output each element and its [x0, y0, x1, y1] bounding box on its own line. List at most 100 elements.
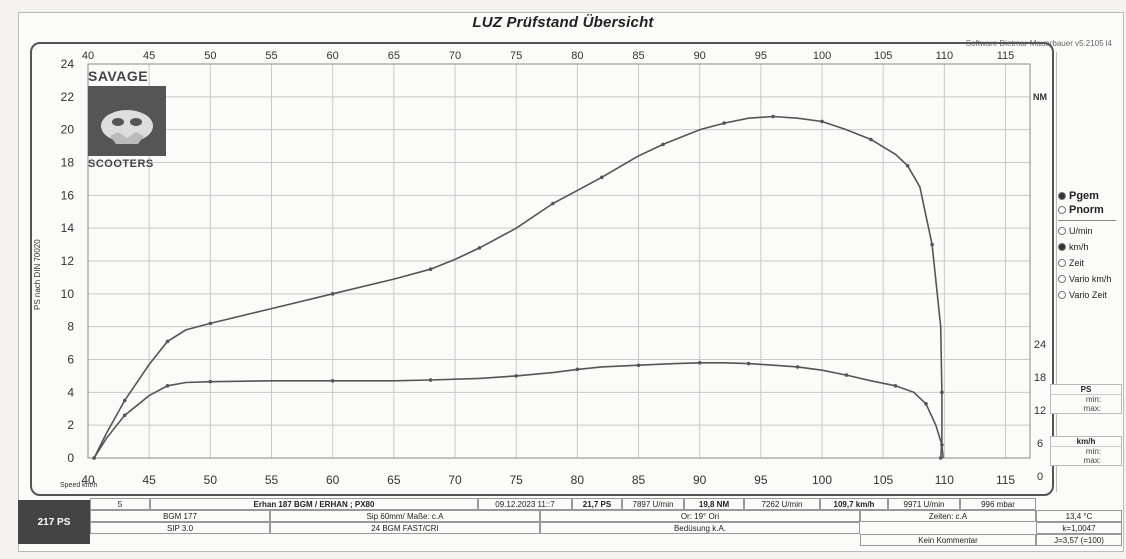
chart-title: LUZ Prüfstand Übersicht	[472, 14, 654, 31]
series-point-2	[940, 443, 944, 447]
x-tick-label-bottom: 95	[754, 473, 768, 487]
series-line-2	[93, 362, 944, 459]
x-tick-label-top: 80	[571, 50, 583, 62]
jetting: Bedüsung k.A.	[540, 522, 860, 534]
x-tick-label-top: 75	[510, 50, 522, 62]
plot-border	[87, 63, 1031, 459]
legend-divider	[1058, 220, 1116, 221]
series-point-2	[165, 383, 170, 388]
right-tick-label: 12	[1034, 405, 1046, 417]
inertia: J=3,57 (=100)	[1036, 534, 1122, 546]
x-tick-label-top: 60	[327, 50, 339, 62]
comment: Kein Kommentar	[860, 534, 1036, 546]
kmh-max: max:	[1083, 456, 1101, 465]
test-date: 09.12.2023 11::7	[478, 498, 572, 510]
series-point-1	[122, 398, 127, 403]
radio-icon	[1058, 227, 1066, 235]
exhaust: Sip 60mm/ Maße: c.A	[270, 510, 540, 522]
x-tick-label-top: 50	[204, 50, 216, 62]
carburettor: SIP 3.0	[90, 522, 270, 534]
y-tick-label: 22	[61, 90, 75, 104]
ps-minmax-box: PS min: max:	[1050, 384, 1122, 414]
chart-series	[92, 114, 944, 460]
series-point-1	[940, 390, 944, 395]
x-tick-label-top: 105	[874, 50, 892, 62]
y-tick-label: 8	[67, 320, 74, 334]
vehicle-name: Erhan 187 BGM / ERHAN ; PX80	[150, 498, 478, 510]
series-point-1	[428, 267, 433, 272]
series-point-2	[636, 363, 641, 368]
series-point-2	[514, 374, 518, 378]
x-tick-label-bottom: 60	[326, 473, 340, 487]
cylinder: BGM 177	[90, 510, 270, 522]
x-tick-label-bottom: 55	[265, 473, 279, 487]
run-number: 5	[90, 498, 150, 510]
radio-icon	[1058, 192, 1066, 200]
series-point-1	[820, 119, 824, 124]
right-tick-label: 6	[1037, 438, 1043, 450]
x-tick-label-bottom: 105	[873, 473, 893, 487]
max-torque: 19,8 NM	[684, 498, 744, 510]
series-point-2	[122, 413, 127, 418]
series-line-1	[93, 115, 943, 459]
series-point-2	[893, 383, 898, 388]
chart-grid	[87, 63, 1031, 459]
x-tick-label-bottom: 90	[693, 473, 707, 487]
x-tick-label-bottom: 65	[387, 473, 401, 487]
kmh-min: min:	[1085, 447, 1101, 456]
legend-kmh[interactable]: km/h	[1058, 242, 1089, 252]
logo-face-icon	[101, 110, 153, 144]
rpm-at-max-ps: 7897 U/min	[622, 498, 684, 510]
series-point-1	[905, 163, 910, 168]
series-point-1	[869, 137, 873, 142]
series-point-1	[208, 321, 213, 326]
y-tick-label: 24	[61, 57, 75, 71]
series-point-1	[661, 142, 665, 147]
x-tick-label-top: 45	[143, 50, 155, 62]
x-tick-label-top: 85	[632, 50, 644, 62]
series-point-2	[844, 373, 849, 377]
legend-pgem[interactable]: Pgem	[1058, 190, 1099, 202]
radio-icon	[1058, 243, 1066, 251]
y-tick-label: 12	[61, 254, 75, 268]
x-tick-label-top: 95	[755, 50, 767, 62]
series-point-1	[477, 246, 482, 250]
radio-icon	[1058, 259, 1066, 267]
legend-vario-kmh[interactable]: Vario km/h	[1058, 274, 1111, 284]
ps-minmax-title: PS	[1051, 385, 1121, 395]
legend-pnorm[interactable]: Pnorm	[1058, 204, 1104, 216]
logo-graphic	[88, 86, 166, 156]
series-point-1	[771, 114, 775, 119]
x-tick-label-bottom: 115	[996, 473, 1015, 487]
series-point-1	[938, 456, 943, 460]
x-tick-label-top: 70	[449, 50, 461, 62]
ignition: Or: 19° Ori	[540, 510, 860, 522]
y-tick-label: 20	[61, 123, 75, 137]
right-ticks: 0 6 12 18 24	[1034, 339, 1046, 483]
x-axis-label: Speed km/h	[60, 482, 97, 489]
radio-icon	[1058, 291, 1066, 299]
ps-max: max:	[1083, 404, 1101, 413]
series-point-2	[924, 402, 928, 406]
series-point-2	[208, 379, 213, 384]
series-point-1	[600, 175, 604, 180]
y-tick-label: 14	[61, 221, 75, 235]
times: Zeiten: c.A	[860, 510, 1036, 522]
correction-factor: k=1,0047	[1036, 522, 1122, 534]
legend-zeit[interactable]: Zeit	[1058, 258, 1084, 268]
x-tick-label-bottom: 80	[571, 473, 585, 487]
x-tick-label-bottom: 40	[81, 473, 95, 487]
series-point-2	[428, 378, 433, 382]
legend-vario-zeit[interactable]: Vario Zeit	[1058, 290, 1107, 300]
x-tick-label-top: 115	[997, 50, 1015, 62]
rpm-at-max-torque: 7262 U/min	[744, 498, 820, 510]
series-point-1	[722, 121, 726, 125]
legend-umin[interactable]: U/min	[1058, 226, 1093, 236]
right-unit-label: NM	[1033, 92, 1047, 102]
series-point-1	[930, 242, 934, 247]
x-tick-label-bottom: 70	[448, 473, 462, 487]
x-ticks-top: 40 45 50 55 60 65 70 75 80 85 90 95 100 105 110 115	[82, 50, 1014, 62]
radio-icon	[1058, 275, 1066, 283]
max-ps: 21,7 PS	[572, 498, 622, 510]
